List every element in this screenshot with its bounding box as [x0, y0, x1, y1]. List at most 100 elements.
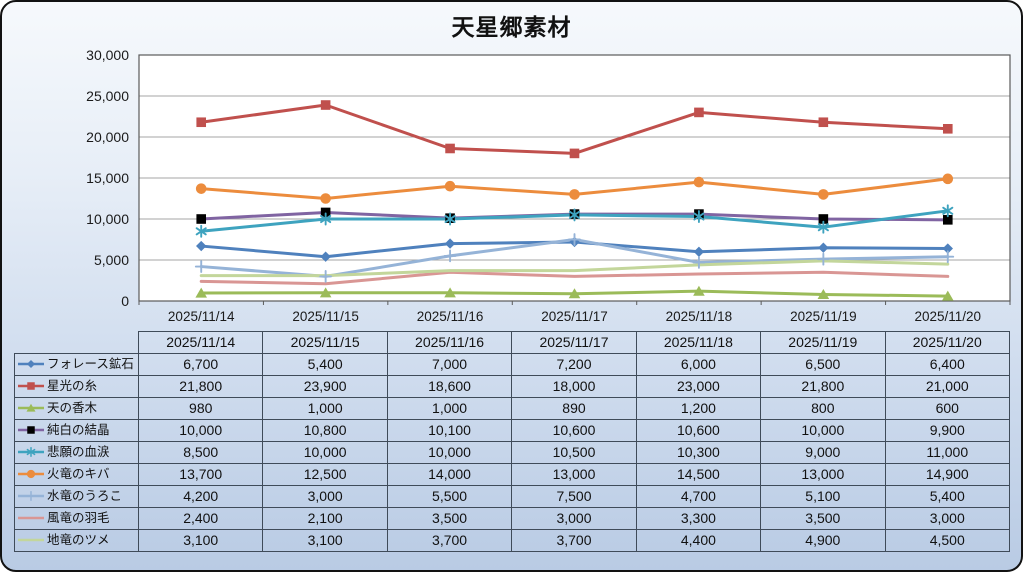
table-row: 星光の糸 21,800 23,900 18,600 18,000 23,000 21,800… — [14, 374, 1010, 398]
series-name: 天の香木 — [47, 400, 98, 415]
asterisk-marker-icon — [320, 212, 332, 226]
square-marker-icon — [818, 214, 829, 224]
table-value-cell: 1,000 — [386, 396, 513, 420]
table-value-cell: 600 — [884, 396, 1010, 420]
triangle-marker-icon — [941, 290, 954, 301]
triangle-marker-icon — [817, 289, 830, 300]
asterisk-marker-icon — [817, 220, 829, 234]
table-value-cell: 13,000 — [760, 462, 886, 486]
legend-cell: 純白の結晶 — [14, 418, 139, 442]
table-header-date: 2025/11/17 — [511, 331, 637, 354]
series-name: 水竜のうろこ — [47, 488, 123, 503]
table-value-cell: 980 — [137, 396, 264, 420]
table-value-cell: 13,000 — [511, 462, 637, 486]
table-value-cell: 6,000 — [635, 352, 762, 376]
table-value-cell: 10,500 — [511, 440, 637, 464]
table-value-cell: 5,100 — [760, 484, 886, 508]
diamond-marker-icon — [693, 246, 705, 257]
asterisk-marker-icon — [942, 204, 954, 218]
square-marker-icon — [818, 117, 829, 128]
table-value-cell: 5,500 — [386, 484, 513, 508]
diamond-marker-icon — [26, 359, 36, 369]
table-row: 地竜のツメ 3,100 3,100 3,700 3,700 4,400 4,900 4,500 — [14, 528, 1010, 552]
table-row: 悲願の血涙 8,500 10,000 10,000 10,500 10,300 9,000 1… — [14, 440, 1010, 464]
square-marker-icon — [942, 215, 953, 225]
x-axis-label: 2025/11/15 — [292, 309, 359, 324]
asterisk-marker-icon — [444, 212, 456, 226]
plus-marker-icon — [692, 256, 706, 269]
series-name: フォレース鉱石 — [47, 356, 134, 371]
series-key-icon — [18, 516, 44, 520]
table-value-cell: 10,300 — [635, 440, 762, 464]
triangle-marker-icon — [26, 403, 36, 412]
table-value-cell: 2,100 — [262, 506, 388, 530]
series-name: 風竜の羽毛 — [47, 510, 110, 525]
table-value-cell: 10,600 — [635, 418, 762, 442]
triangle-marker-icon — [195, 287, 208, 298]
square-marker-icon — [27, 382, 35, 390]
x-axis-label: 2025/11/18 — [666, 309, 733, 324]
series-name: 星光の糸 — [47, 378, 98, 393]
table-value-cell: 1,000 — [262, 396, 388, 420]
plus-marker-icon — [194, 260, 208, 273]
x-axis-label: 2025/11/17 — [541, 309, 608, 324]
x-axis-label: 2025/11/20 — [914, 309, 981, 324]
circle-marker-icon — [818, 189, 829, 200]
legend-cell: 風竜の羽毛 — [14, 506, 139, 530]
square-marker-icon — [445, 143, 455, 154]
table-header-date: 2025/11/15 — [262, 331, 388, 354]
circle-marker-icon — [569, 189, 580, 200]
y-axis-label: 20,000 — [86, 129, 129, 145]
series-name: 悲願の血涙 — [47, 444, 110, 459]
table-value-cell: 21,000 — [884, 374, 1010, 398]
plus-marker-icon — [443, 249, 457, 263]
diamond-marker-icon — [444, 238, 456, 249]
table-value-cell: 9,000 — [760, 440, 886, 464]
triangle-marker-icon — [568, 288, 581, 299]
table-value-cell: 3,500 — [760, 506, 886, 530]
table-value-cell: 5,400 — [262, 352, 388, 376]
table-row: 風竜の羽毛 2,400 2,100 3,500 3,000 3,300 3,500 3,000 — [14, 506, 1010, 530]
diamond-marker-icon — [818, 242, 829, 253]
series-key-icon — [18, 359, 44, 369]
table-value-cell: 6,500 — [760, 352, 886, 376]
table-value-cell: 3,000 — [511, 506, 637, 530]
table-value-cell: 6,400 — [884, 352, 1010, 376]
series-name: 純白の結晶 — [47, 422, 110, 437]
table-value-cell: 11,000 — [884, 440, 1010, 464]
square-marker-icon — [196, 214, 207, 224]
table-value-cell: 3,300 — [635, 506, 762, 530]
asterisk-marker-icon — [26, 446, 36, 458]
table-value-cell: 10,800 — [262, 418, 388, 442]
table-value-cell: 4,500 — [884, 528, 1010, 552]
diamond-marker-icon — [942, 243, 953, 254]
table-row: 天の香木 980 1,000 1,000 890 1,200 800 600 — [14, 396, 1010, 420]
table-header-date: 2025/11/20 — [884, 331, 1010, 354]
table-value-cell: 3,500 — [386, 506, 513, 530]
x-axis-label: 2025/11/19 — [790, 309, 857, 324]
series-name: 地竜のツメ — [47, 532, 110, 547]
table-value-cell: 9,900 — [884, 418, 1010, 442]
table-value-cell: 4,200 — [137, 484, 264, 508]
triangle-marker-icon — [319, 287, 332, 298]
data-table: 2025/11/14 2025/11/15 2025/11/16 2025/11/17… — [14, 331, 1010, 552]
table-row: 火竜のキバ 13,700 12,500 14,000 13,000 14,500 13,00… — [14, 462, 1010, 486]
table-value-cell: 12,500 — [262, 462, 388, 486]
table-value-cell: 7,200 — [511, 352, 637, 376]
table-value-cell: 3,700 — [511, 528, 637, 552]
series-name: 火竜のキバ — [47, 466, 110, 481]
y-axis-label: 25,000 — [86, 88, 129, 104]
legend-cell: 悲願の血涙 — [14, 440, 139, 464]
table-value-cell: 14,000 — [386, 462, 513, 486]
table-header-date: 2025/11/19 — [760, 331, 886, 354]
series-key-icon — [18, 469, 44, 479]
asterisk-marker-icon — [568, 208, 581, 222]
x-axis-label: 2025/11/16 — [417, 309, 484, 324]
table-value-cell: 800 — [760, 396, 886, 420]
table-value-cell: 13,700 — [137, 462, 264, 486]
table-value-cell: 2,400 — [137, 506, 264, 530]
asterisk-marker-icon — [693, 210, 705, 223]
diamond-marker-icon — [196, 240, 207, 252]
table-value-cell: 10,000 — [760, 418, 886, 442]
table-value-cell: 7,500 — [511, 484, 637, 508]
